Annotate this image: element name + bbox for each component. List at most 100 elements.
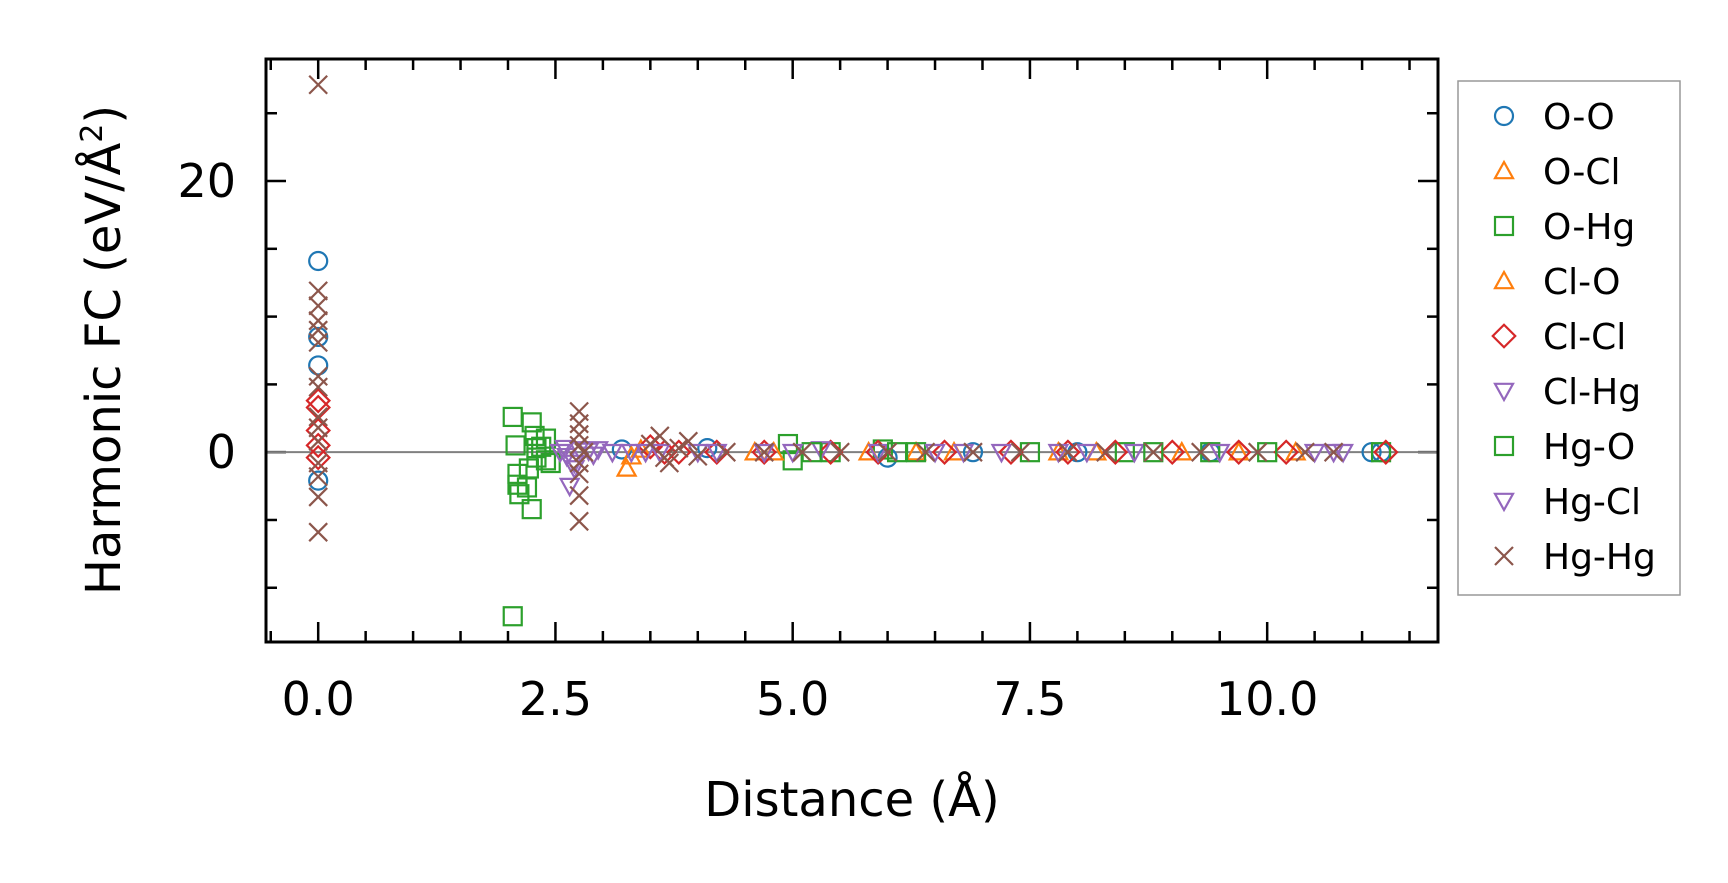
- point-hg-cl: [634, 443, 657, 464]
- point-hg-hg: [716, 442, 737, 462]
- x-tick-label: 5.0: [756, 672, 829, 726]
- y-tick-label: 0: [207, 425, 236, 479]
- point-hg-hg: [569, 413, 589, 434]
- axis-ticks: [266, 59, 1438, 642]
- x-tick-label: 10.0: [1216, 672, 1318, 726]
- point-hg-hg: [308, 310, 328, 331]
- point-o-hg: [509, 484, 530, 505]
- point-o-cl: [1284, 440, 1307, 461]
- point-hg-hg: [877, 442, 898, 462]
- legend-entry-cl-hg: Cl-Hg: [1493, 372, 1641, 413]
- point-cl-cl: [1273, 439, 1299, 465]
- point-cl-hg: [1303, 443, 1326, 464]
- point-hg-hg: [669, 438, 689, 458]
- point-o-cl: [1170, 440, 1193, 461]
- point-hg-hg: [308, 487, 328, 507]
- point-cl-hg: [558, 477, 581, 498]
- point-o-hg: [521, 499, 542, 520]
- point-hg-hg: [792, 442, 812, 462]
- y-tick-label: 20: [177, 154, 236, 208]
- legend-marker: [1493, 382, 1515, 403]
- point-hg-hg: [308, 366, 328, 387]
- legend-label: Cl-Cl: [1543, 317, 1626, 358]
- point-hg-o: [526, 438, 547, 459]
- point-hg-hg: [1058, 442, 1078, 462]
- point-hg-cl: [1076, 443, 1098, 464]
- point-cl-cl: [637, 433, 664, 460]
- point-hg-hg: [569, 464, 589, 484]
- point-hg-hg: [915, 442, 936, 462]
- point-hg-hg: [308, 466, 328, 487]
- point-cl-cl: [1159, 439, 1186, 465]
- point-cl-cl: [305, 432, 331, 459]
- point-cl-cl: [305, 444, 331, 471]
- legend-marker: [1493, 435, 1515, 457]
- plot-area-frame: [264, 57, 1440, 644]
- legend-label: O-O: [1543, 97, 1615, 138]
- legend-marker: [1493, 159, 1515, 180]
- point-hg-hg: [1010, 442, 1031, 462]
- y-axis-label-end: ): [76, 105, 132, 124]
- x-axis-label: Distance (Å): [704, 771, 999, 828]
- legend-entry-o-o: O-O: [1493, 97, 1615, 138]
- point-cl-hg: [705, 443, 728, 464]
- point-o-o: [697, 438, 718, 459]
- point-o-o: [308, 470, 329, 491]
- point-hg-hg: [688, 446, 708, 467]
- legend-entry-cl-cl: Cl-Cl: [1491, 317, 1626, 358]
- point-o-cl: [615, 457, 638, 477]
- point-hg-hg: [678, 431, 699, 452]
- point-hg-hg: [650, 426, 670, 446]
- x-tick-label: 0.0: [282, 672, 355, 726]
- y-axis-label-superscript: 2: [75, 124, 110, 143]
- point-hg-o: [518, 458, 539, 479]
- legend-marker: [1493, 492, 1515, 513]
- point-cl-cl: [1373, 439, 1399, 465]
- legend-marker: [1494, 546, 1514, 566]
- point-hg-hg: [308, 295, 328, 316]
- point-cl-cl: [305, 387, 331, 414]
- point-hg-hg: [574, 442, 594, 462]
- point-cl-cl: [666, 439, 692, 465]
- legend-entry-cl-o: Cl-O: [1493, 262, 1620, 303]
- point-hg-hg: [1247, 442, 1268, 462]
- legend-marker: [1491, 323, 1517, 349]
- legend: O-O O-Cl O-Hg Cl-O Cl-Cl Cl-Hg Hg-O Hg-Cl Hg-Hg: [1457, 80, 1681, 596]
- point-hg-cl: [563, 460, 586, 480]
- point-cl-cl: [305, 417, 331, 444]
- legend-label: O-Cl: [1543, 152, 1620, 193]
- point-cl-hg: [867, 443, 889, 464]
- point-hg-hg: [569, 485, 589, 506]
- point-o-hg: [540, 452, 561, 474]
- point-hg-cl: [952, 443, 975, 464]
- legend-entry-o-cl: O-Cl: [1493, 152, 1620, 193]
- point-hg-hg: [308, 431, 328, 452]
- legend-label: O-Hg: [1543, 207, 1635, 248]
- point-o-hg: [502, 406, 523, 428]
- point-hg-hg: [1143, 442, 1164, 462]
- point-cl-hg: [620, 443, 643, 464]
- legend-marker: [1493, 269, 1515, 290]
- point-hg-hg: [963, 442, 983, 462]
- legend-marker: [1493, 105, 1515, 127]
- point-cl-hg: [601, 443, 624, 464]
- point-hg-hg: [308, 418, 328, 438]
- point-hg-hg: [569, 424, 589, 445]
- point-hg-hg: [308, 74, 328, 95]
- point-o-hg: [1370, 442, 1392, 463]
- point-o-hg: [1114, 442, 1135, 463]
- point-o-o: [308, 326, 329, 348]
- x-tick-label: 7.5: [993, 672, 1066, 726]
- legend-entry-hg-hg: Hg-Hg: [1494, 537, 1656, 578]
- point-cl-hg: [1208, 443, 1231, 464]
- point-hg-hg: [1295, 442, 1315, 462]
- point-hg-hg: [1096, 442, 1116, 462]
- point-hg-hg: [569, 511, 589, 532]
- point-o-o: [308, 250, 329, 272]
- point-cl-hg: [924, 443, 946, 464]
- point-o-hg: [521, 412, 542, 433]
- point-cl-hg: [648, 443, 671, 464]
- point-cl-hg: [587, 441, 610, 461]
- point-o-hg: [524, 425, 545, 447]
